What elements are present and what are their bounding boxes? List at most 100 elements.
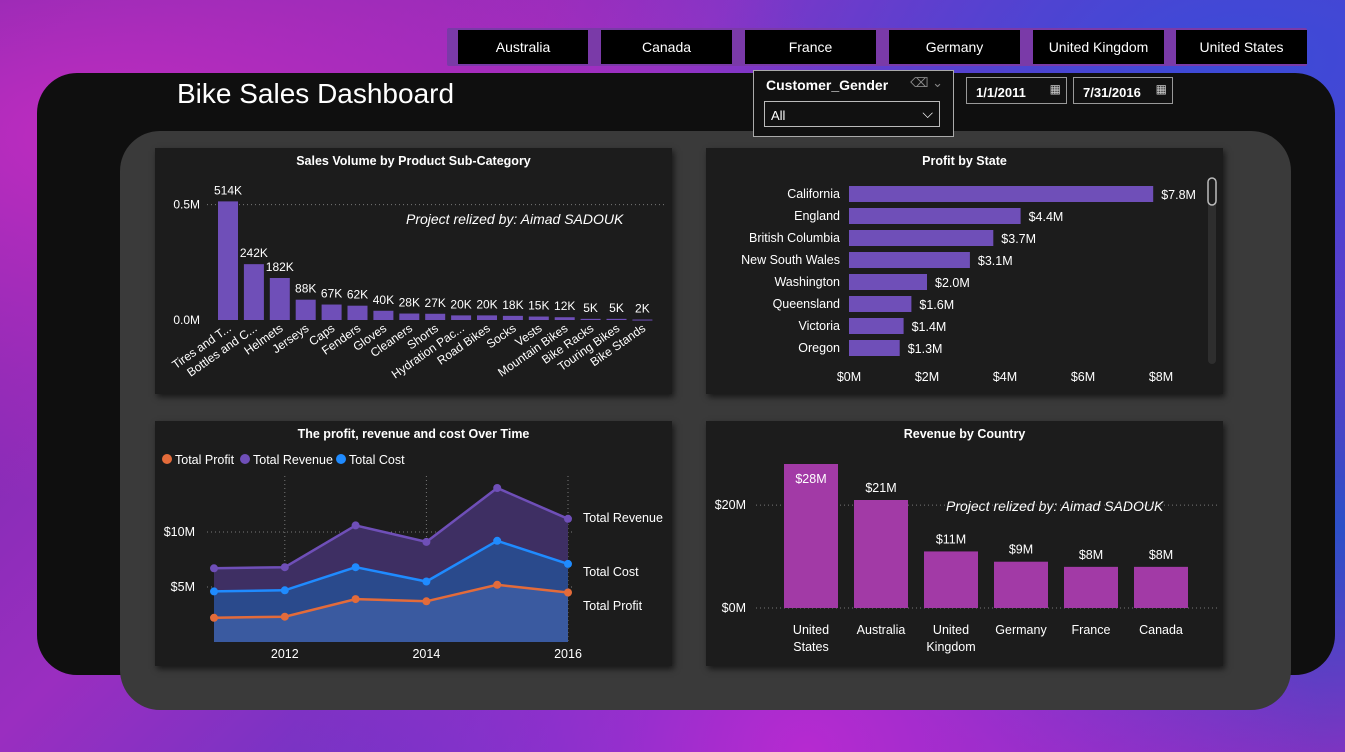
x-tick-label: United Kingdom xyxy=(926,623,975,654)
bar xyxy=(854,500,908,608)
bar xyxy=(425,313,446,320)
y-tick-label: California xyxy=(787,187,840,201)
gender-dropdown-value: All xyxy=(771,108,786,123)
y-tick-label: British Columbia xyxy=(749,231,840,245)
country-button-united-kingdom[interactable]: United Kingdom xyxy=(1033,30,1164,64)
x-tick-label: United States xyxy=(793,623,829,654)
revenue-line xyxy=(213,486,569,570)
data-label: 5K xyxy=(583,301,598,315)
eraser-icon[interactable]: ⌫ xyxy=(910,75,929,90)
legend-label: Total Profit xyxy=(175,453,235,467)
bar xyxy=(321,304,342,320)
cost-line xyxy=(213,539,569,593)
x-tick-label: France xyxy=(1072,623,1111,637)
revenue-by-country-card: Revenue by Country Project relized by: A… xyxy=(706,421,1223,666)
revenue-point xyxy=(280,563,289,572)
y-tick-label: Queensland xyxy=(773,297,840,311)
data-label: $7.8M xyxy=(1161,188,1196,202)
series-end-label: Total Profit xyxy=(583,599,643,613)
end-date-input[interactable]: 7/31/2016 ▦ xyxy=(1073,77,1173,104)
data-label: $8M xyxy=(1149,548,1173,562)
legend-marker xyxy=(336,454,346,464)
country-button-france[interactable]: France xyxy=(745,30,876,64)
country-button-germany[interactable]: Germany xyxy=(889,30,1020,64)
y-tick-label: $20M xyxy=(715,498,746,512)
gender-slicer-label: Customer_Gender xyxy=(766,77,889,93)
over-time-card: The profit, revenue and cost Over Time $… xyxy=(155,421,672,666)
x-tick-label: $8M xyxy=(1149,370,1173,384)
bar xyxy=(528,316,549,320)
data-label: $9M xyxy=(1009,543,1033,557)
bar xyxy=(477,315,497,320)
data-label: 2K xyxy=(635,302,650,316)
scrollbar-track[interactable] xyxy=(1208,178,1216,364)
bar xyxy=(849,252,970,268)
x-tick-label: $0M xyxy=(837,370,861,384)
data-label: $4.4M xyxy=(1029,210,1064,224)
y-tick-label: $0M xyxy=(722,601,746,615)
start-date-input[interactable]: 1/1/2011 ▦ xyxy=(966,77,1067,104)
revenue-point xyxy=(210,564,218,573)
country-button-australia[interactable]: Australia xyxy=(458,30,588,64)
x-tick-label: Germany xyxy=(995,623,1047,637)
chevron-down-icon[interactable]: ⌄ xyxy=(932,75,943,90)
data-label: 5K xyxy=(609,301,624,315)
series-end-label: Total Cost xyxy=(583,565,639,579)
revenue-point xyxy=(564,514,572,523)
y-tick-label: Victoria xyxy=(799,319,841,333)
x-tick-label: Canada xyxy=(1139,623,1183,637)
bar xyxy=(924,551,978,608)
data-label: 242K xyxy=(240,246,268,260)
legend-marker xyxy=(240,454,250,464)
bar xyxy=(373,310,394,320)
watermark-text: Project relized by: Aimad SADOUK xyxy=(946,498,1164,514)
end-date-value: 7/31/2016 xyxy=(1083,85,1141,100)
profit-point xyxy=(280,612,289,621)
y-tick-label: $5M xyxy=(171,580,195,594)
bar xyxy=(502,315,523,320)
y-tick-label: Oregon xyxy=(798,341,840,355)
x-tick-label-line: Kingdom xyxy=(926,640,975,654)
cost-point xyxy=(351,563,360,572)
cost-point xyxy=(564,559,572,568)
data-label: $1.6M xyxy=(919,298,954,312)
data-label: 27K xyxy=(425,296,446,310)
profit-point xyxy=(564,588,572,597)
bar xyxy=(1134,566,1188,608)
x-tick-label: 2014 xyxy=(412,647,440,661)
bar xyxy=(580,318,601,320)
gender-slicer: Customer_Gender ⌫ ⌄ All ⌵ xyxy=(753,70,954,137)
data-label: 20K xyxy=(450,297,471,311)
revenue-point xyxy=(351,521,360,530)
legend-marker xyxy=(162,454,172,464)
data-label: 20K xyxy=(476,297,497,311)
gender-dropdown[interactable]: All ⌵ xyxy=(764,101,940,127)
profit-by-state-title: Profit by State xyxy=(922,154,1007,168)
bar xyxy=(994,561,1048,608)
scrollbar-thumb[interactable] xyxy=(1207,177,1217,206)
data-label: 88K xyxy=(295,282,316,296)
x-tick-label-line: United xyxy=(793,623,829,637)
x-tick-label: Australia xyxy=(857,623,906,637)
country-button-canada[interactable]: Canada xyxy=(601,30,732,64)
x-tick-label: $4M xyxy=(993,370,1017,384)
country-button-united-states[interactable]: United States xyxy=(1176,30,1307,64)
bar xyxy=(1064,566,1118,608)
x-tick-label-line: Australia xyxy=(857,623,906,637)
y-tick-label: 0.5M xyxy=(173,198,200,212)
bar xyxy=(849,340,900,356)
bar xyxy=(269,278,290,320)
x-tick-label: $6M xyxy=(1071,370,1095,384)
over-time-chart: $10M $5M 2012 2014 2016 Total Revenue Total Co… xyxy=(162,453,663,661)
bar xyxy=(849,296,912,312)
data-label: $2.0M xyxy=(935,276,970,290)
revenue-by-country-chart: Project relized by: Aimad SADOUK $20M $0M… xyxy=(715,464,1218,654)
bar xyxy=(849,208,1021,224)
y-tick-label: England xyxy=(794,209,840,223)
y-tick-label: 0.0M xyxy=(173,313,200,327)
calendar-icon[interactable]: ▦ xyxy=(1049,82,1061,96)
calendar-icon[interactable]: ▦ xyxy=(1155,82,1167,96)
legend-label: Total Revenue xyxy=(253,453,333,467)
bar xyxy=(606,318,627,320)
revenue-by-country-title: Revenue by Country xyxy=(903,427,1026,441)
